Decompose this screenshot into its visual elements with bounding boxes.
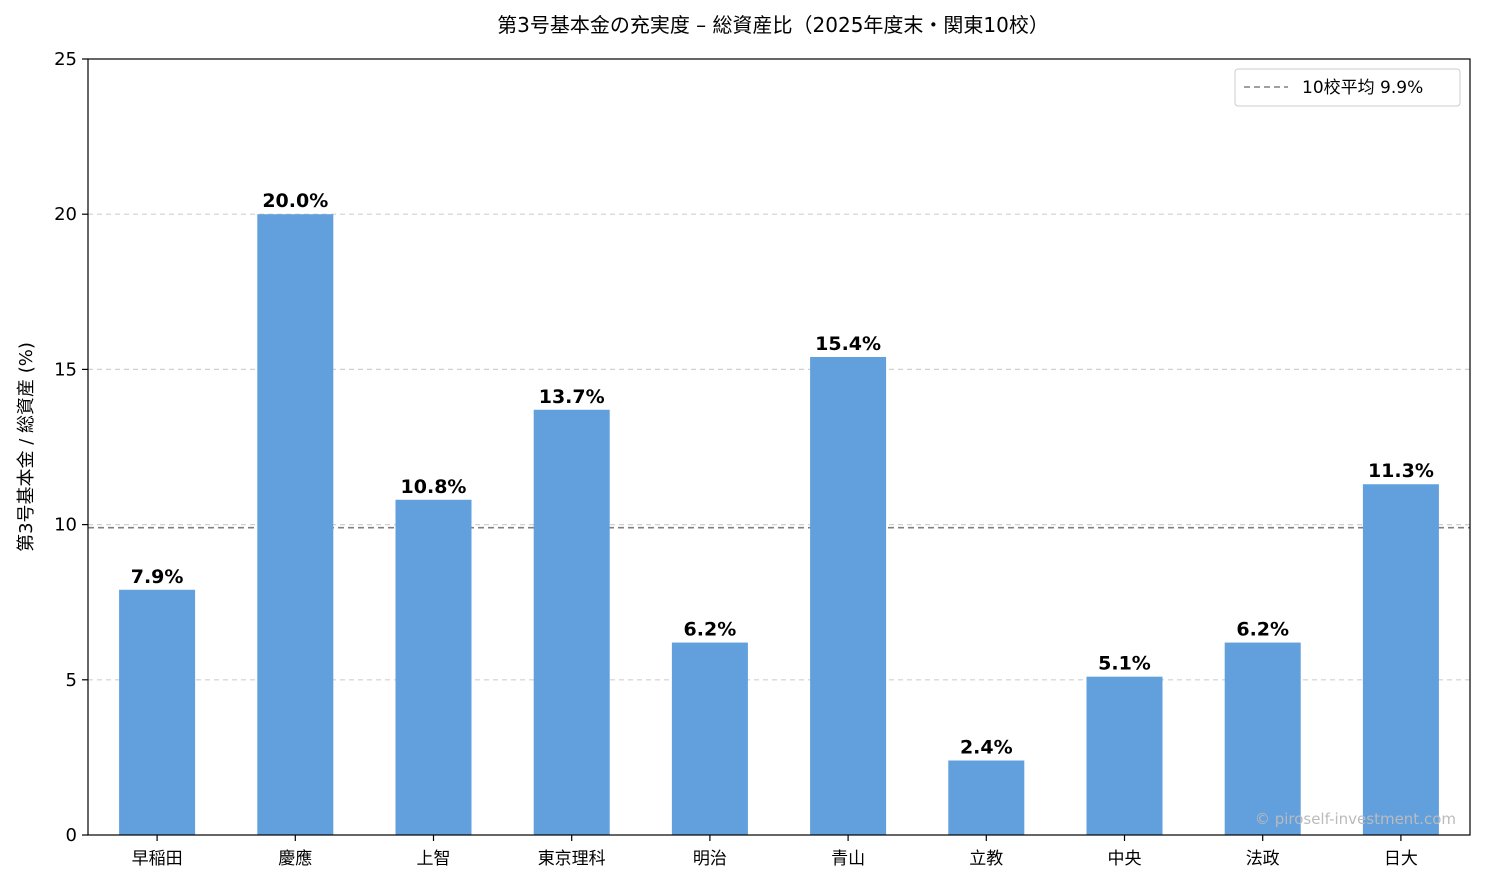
data-label: 20.0% xyxy=(262,190,328,212)
legend: 10校平均 9.9% xyxy=(1234,68,1461,107)
data-label: 15.4% xyxy=(815,333,881,355)
bar xyxy=(119,589,196,835)
x-tick-label: 明治 xyxy=(693,849,727,869)
data-label: 5.1% xyxy=(1098,653,1151,675)
bar xyxy=(948,760,1025,835)
bars xyxy=(119,214,1439,835)
chart-title: 第3号基本金の充実度 – 総資産比（2025年度末・関東10校） xyxy=(497,13,1049,37)
y-tick-label: 10 xyxy=(54,515,77,536)
data-label: 2.4% xyxy=(960,737,1013,759)
x-tick-label: 中央 xyxy=(1108,849,1142,869)
bar xyxy=(810,356,887,835)
y-tick-label: 15 xyxy=(54,359,77,380)
value-labels: 7.9% 20.0% 10.8% 13.7% 6.2% 15.4% 2.4% 5.1% 6.2%… xyxy=(131,190,1434,758)
bar xyxy=(395,499,472,835)
bar xyxy=(257,214,334,835)
y-axis-label: 第3号基本金 / 総資産 (%) xyxy=(16,342,37,552)
legend-box xyxy=(1234,68,1461,107)
bar xyxy=(1086,676,1163,835)
x-tick-label: 慶應 xyxy=(278,848,312,869)
data-label: 6.2% xyxy=(1236,619,1289,641)
data-label: 7.9% xyxy=(131,566,184,588)
y-tick-label: 0 xyxy=(66,825,77,846)
bar xyxy=(533,409,610,835)
plot-frame xyxy=(87,58,1471,836)
x-tick-label: 早稲田 xyxy=(132,849,183,869)
y-tick-label: 5 xyxy=(66,670,77,691)
x-tick-label: 上智 xyxy=(417,849,451,869)
watermark: © piroself-investment.com xyxy=(1255,810,1456,828)
y-axis-ticks: 0 5 10 15 20 25 xyxy=(54,49,88,846)
x-axis-ticks: 早稲田 慶應 上智 東京理科 明治 青山 立教 中央 法政 日大 xyxy=(132,835,1418,869)
bar xyxy=(1224,642,1301,835)
x-tick-label: 法政 xyxy=(1246,849,1280,869)
y-tick-label: 25 xyxy=(54,49,77,70)
x-tick-label: 日大 xyxy=(1384,849,1418,869)
x-tick-label: 東京理科 xyxy=(538,849,606,869)
data-label: 13.7% xyxy=(539,386,605,408)
y-tick-label: 20 xyxy=(54,204,77,225)
bar xyxy=(1362,484,1439,835)
data-label: 11.3% xyxy=(1368,460,1434,482)
x-tick-label: 立教 xyxy=(969,849,1003,869)
bar xyxy=(671,642,748,835)
data-label: 10.8% xyxy=(401,476,467,498)
data-label: 6.2% xyxy=(684,619,737,641)
legend-average-label: 10校平均 9.9% xyxy=(1302,78,1423,98)
x-tick-label: 青山 xyxy=(831,849,865,869)
